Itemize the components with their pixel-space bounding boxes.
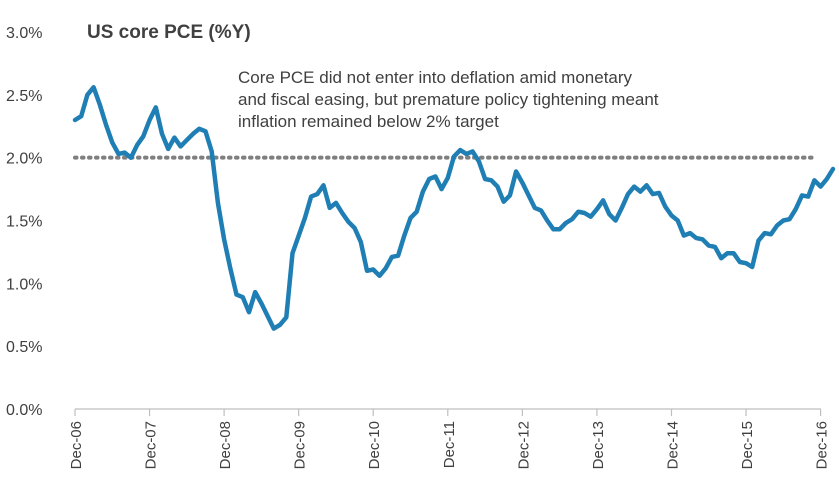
- annotation-line: inflation remained below 2% target: [238, 112, 499, 131]
- y-tick-label: 2.5%: [6, 88, 42, 105]
- y-tick-label: 1.0%: [6, 276, 42, 293]
- x-tick-label: Dec-08: [217, 421, 234, 469]
- x-tick-label: Dec-15: [739, 421, 756, 469]
- annotation-line: Core PCE did not enter into deflation am…: [238, 68, 633, 87]
- x-tick-label: Dec-13: [590, 421, 607, 469]
- y-axis-ticks: 0.0% 0.5% 1.0% 1.5% 2.0% 2.5% 3.0%: [6, 25, 42, 419]
- x-tick-label: Dec-12: [515, 421, 532, 469]
- y-tick-label: 0.5%: [6, 339, 42, 356]
- x-tick-label: Dec-06: [68, 421, 85, 469]
- x-axis: Dec-06 Dec-07 Dec-08 Dec-09 Dec-10 Dec-11 Dec-…: [68, 408, 831, 469]
- x-tick-label: Dec-10: [366, 421, 383, 469]
- x-tick-label: Dec-14: [664, 421, 681, 469]
- x-tick-label: Dec-09: [292, 421, 309, 469]
- chart-annotation: Core PCE did not enter into deflation am…: [238, 68, 659, 131]
- y-tick-label: 3.0%: [6, 25, 42, 42]
- y-tick-label: 2.0%: [6, 151, 42, 168]
- chart-title: US core PCE (%Y): [87, 22, 251, 43]
- x-tick-label: Dec-07: [143, 421, 160, 469]
- x-tick-label: Dec-16: [814, 421, 831, 469]
- series-line-core-pce: [72, 85, 836, 331]
- x-tick-label: Dec-11: [441, 421, 458, 468]
- y-tick-label: 1.5%: [6, 214, 42, 231]
- annotation-line: and fiscal easing, but premature policy …: [238, 90, 659, 109]
- y-tick-label: 0.0%: [6, 402, 42, 419]
